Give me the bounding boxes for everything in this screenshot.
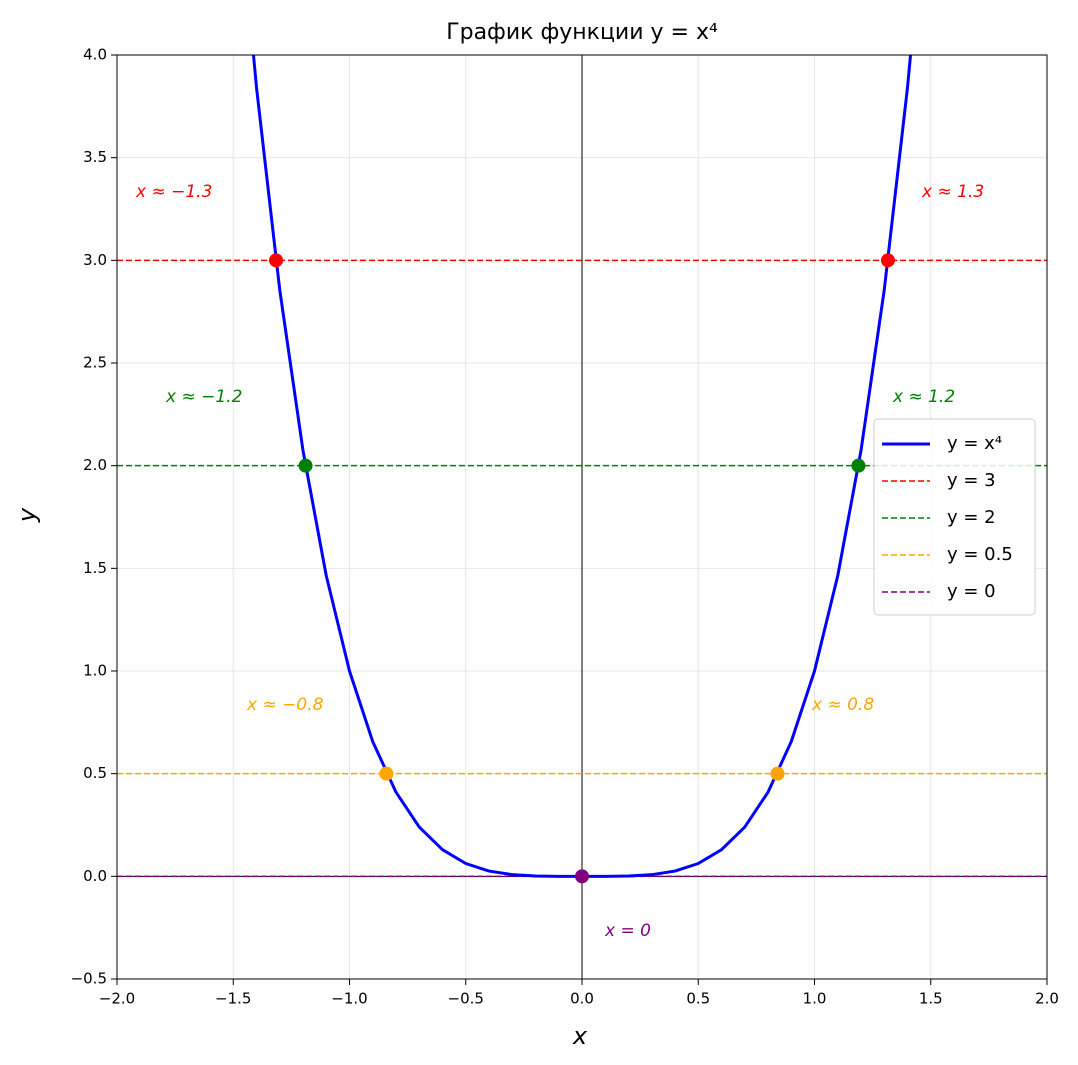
x-tick-label: −2.0 — [99, 990, 135, 1008]
annotation: x ≈ 0.8 — [811, 695, 874, 715]
intersection-point — [851, 458, 866, 473]
x-tick-label: −1.5 — [215, 990, 251, 1008]
x-axis-label: x — [572, 1022, 588, 1050]
y-tick-label: 1.5 — [83, 559, 107, 577]
x-tick-label: −0.5 — [448, 990, 484, 1008]
y-tick-label: 4.0 — [83, 46, 107, 64]
legend-label: y = 0.5 — [947, 544, 1013, 565]
legend-label: y = 0 — [947, 581, 996, 602]
y-tick-label: 1.0 — [83, 662, 107, 680]
y-axis-label: y — [13, 507, 41, 523]
annotation: x ≈ 1.3 — [921, 182, 984, 202]
y-tick-label: 3.0 — [83, 251, 107, 269]
y-tick-label: 3.5 — [83, 148, 107, 166]
intersection-point — [770, 766, 785, 781]
y-tick-label: 0.5 — [83, 764, 107, 782]
annotation: x ≈ −1.3 — [135, 182, 212, 202]
x-tick-label: 2.0 — [1035, 990, 1059, 1008]
intersection-point — [880, 253, 895, 268]
y-tick-label: 2.5 — [83, 354, 107, 372]
x-tick-label: −1.0 — [331, 990, 367, 1008]
x-tick-label: 1.0 — [803, 990, 827, 1008]
annotation: x ≈ 1.2 — [892, 387, 955, 407]
y-tick-label: 2.0 — [83, 456, 107, 474]
intersection-point — [575, 869, 589, 884]
plot-frame — [116, 54, 1048, 980]
annotation: x ≈ −0.8 — [246, 695, 324, 715]
intersection-point — [269, 253, 284, 268]
annotation: x ≈ −1.2 — [165, 387, 242, 407]
intersection-point — [379, 766, 394, 781]
y-tick-label: −0.5 — [71, 970, 107, 988]
x-tick-label: 0.5 — [686, 990, 710, 1008]
legend-label: y = x⁴ — [947, 433, 1002, 454]
x-tick-label: 1.5 — [919, 990, 943, 1008]
chart-title: График функции y = x⁴ — [446, 20, 718, 45]
legend-label: y = 2 — [947, 507, 996, 528]
legend-box — [873, 418, 1036, 616]
intersection-point — [298, 458, 313, 473]
y-tick-label: 0.0 — [83, 867, 107, 885]
legend-label: y = 3 — [947, 470, 996, 491]
x-tick-label: 0.0 — [570, 990, 594, 1008]
annotation: x = 0 — [604, 921, 651, 941]
